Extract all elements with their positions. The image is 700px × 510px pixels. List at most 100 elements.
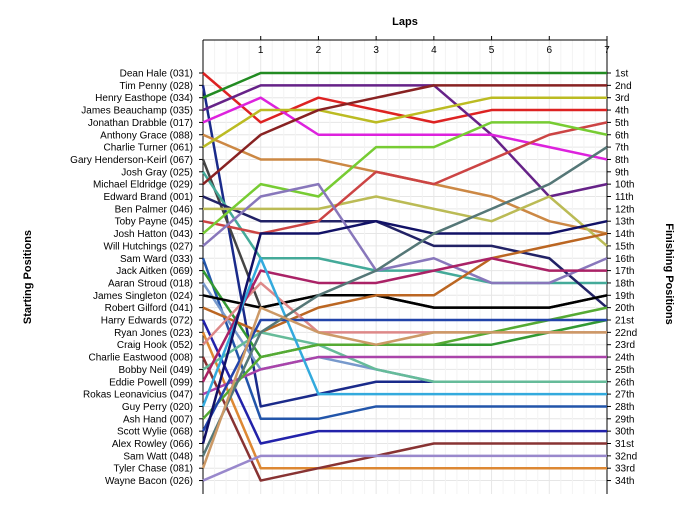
x-tick-label: 2 — [316, 45, 322, 56]
starting-position-label: Robert Gilford (041) — [105, 303, 193, 314]
series-line — [201, 257, 607, 421]
finishing-position-label: 3rd — [615, 93, 629, 104]
series-line — [202, 96, 608, 161]
finishing-position-label: 4th — [615, 106, 629, 117]
starting-position-label: Bobby Neil (049) — [119, 365, 193, 376]
finishing-position-label: 11th — [615, 192, 634, 203]
series-line — [202, 355, 607, 396]
x-axis-title: Laps — [392, 16, 418, 28]
starting-position-label: Sam Watt (048) — [123, 451, 193, 462]
starting-position-label: Michael Eldridge (029) — [93, 180, 193, 191]
finishing-position-label: 26th — [615, 377, 634, 388]
series-line — [202, 331, 607, 383]
finishing-position-label: 16th — [615, 254, 634, 265]
finishing-position-label: 1st — [615, 69, 629, 80]
finishing-position-label: 10th — [615, 180, 634, 191]
series-line — [201, 319, 607, 445]
finishing-position-label: 33rd — [615, 464, 635, 475]
starting-position-label: Josh Gray (025) — [121, 167, 193, 178]
finishing-position-label: 6th — [615, 130, 629, 141]
x-tick-label: 6 — [547, 45, 553, 56]
x-tick-label: 4 — [431, 45, 437, 56]
series-line — [201, 306, 607, 469]
y-axis-title-left: Starting Positions — [22, 230, 34, 324]
starting-position-label: Gary Henderson-Keirl (067) — [70, 155, 193, 166]
finishing-position-label: 7th — [615, 143, 629, 154]
starting-position-label: Edward Brand (001) — [104, 192, 194, 203]
starting-position-label: Rokas Leonavicius (047) — [83, 390, 193, 401]
starting-position-label: Wayne Bacon (026) — [105, 476, 193, 487]
series-line — [202, 121, 608, 235]
series-line — [202, 454, 607, 482]
starting-position-label: Charlie Turner (061) — [104, 143, 193, 154]
series-lines — [201, 71, 608, 482]
starting-position-label: Jonathan Drabble (017) — [88, 118, 193, 129]
series-line — [201, 257, 607, 383]
series-line — [202, 71, 607, 99]
series-line — [202, 182, 608, 285]
starting-position-label: Scott Wylie (068) — [117, 427, 193, 438]
starting-position-label: Charlie Eastwood (008) — [89, 353, 194, 364]
finishing-position-label: 9th — [615, 167, 629, 178]
finishing-position-label: 18th — [615, 278, 634, 289]
series-line — [202, 96, 607, 149]
starting-position-label: James Singleton (024) — [93, 291, 193, 302]
starting-position-label: Ben Palmer (046) — [115, 204, 193, 215]
x-tick-label: 7 — [604, 45, 610, 56]
starting-position-label: Josh Hatton (043) — [114, 229, 194, 240]
starting-position-label: Tyler Chase (081) — [114, 464, 193, 475]
finishing-position-label: 30th — [615, 427, 634, 438]
finishing-position-label: 22nd — [615, 328, 637, 339]
starting-position-label: Dean Hale (031) — [120, 69, 193, 80]
series-line — [201, 146, 608, 457]
series-line — [202, 281, 607, 346]
starting-position-label: Guy Perry (020) — [122, 402, 193, 413]
finishing-position-label: 2nd — [615, 81, 632, 92]
finishing-position-label: 23rd — [615, 340, 635, 351]
starting-position-labels: Dean Hale (031)Tim Penny (028)Henry East… — [70, 69, 193, 488]
y-axis-title-right: Finishing Positions — [663, 223, 675, 324]
starting-position-label: Sam Ward (033) — [120, 254, 193, 265]
series-line — [201, 219, 608, 444]
finishing-position-label: 5th — [615, 118, 629, 129]
finishing-position-label: 27th — [615, 390, 634, 401]
starting-position-label: Harry Edwards (072) — [101, 316, 193, 327]
series-line — [202, 84, 607, 186]
starting-position-label: Jack Aitken (069) — [116, 266, 193, 277]
starting-position-label: Henry Easthope (034) — [95, 93, 193, 104]
finishing-position-label: 34th — [615, 476, 634, 487]
finishing-position-label: 12th — [615, 204, 634, 215]
x-tick-label: 5 — [489, 45, 495, 56]
series-line — [201, 257, 607, 407]
starting-position-label: James Beauchamp (035) — [81, 106, 193, 117]
series-line — [201, 356, 607, 482]
series-line — [202, 294, 608, 309]
starting-position-label: Ryan Jones (023) — [114, 328, 193, 339]
finishing-position-label: 21st — [615, 316, 634, 327]
finishing-position-label: 19th — [615, 291, 634, 302]
starting-position-label: Will Hutchings (027) — [104, 241, 193, 252]
series-line — [202, 195, 608, 309]
finishing-position-label: 15th — [615, 241, 634, 252]
x-tick-labels: 1 2 3 4 5 6 7 — [258, 45, 610, 56]
starting-position-label: Aaran Stroud (018) — [108, 278, 193, 289]
starting-position-label: Alex Rowley (066) — [112, 439, 193, 450]
x-tick-label: 3 — [373, 45, 379, 56]
finishing-position-label: 29th — [615, 414, 634, 425]
starting-position-label: Eddie Powell (099) — [109, 377, 193, 388]
starting-position-label: Tim Penny (028) — [119, 81, 193, 92]
starting-position-label: Anthony Grace (088) — [100, 130, 193, 141]
x-tick-label: 1 — [258, 45, 264, 56]
finishing-position-label: 14th — [615, 229, 634, 240]
finishing-position-label: 13th — [615, 217, 634, 228]
finishing-position-label: 32nd — [615, 451, 637, 462]
finishing-position-label: 25th — [615, 365, 634, 376]
finishing-position-label: 28th — [615, 402, 634, 413]
series-line — [202, 84, 608, 198]
series-line — [202, 232, 608, 334]
finishing-position-label: 31st — [615, 439, 634, 450]
series-line — [203, 195, 608, 247]
series-line — [201, 318, 607, 432]
